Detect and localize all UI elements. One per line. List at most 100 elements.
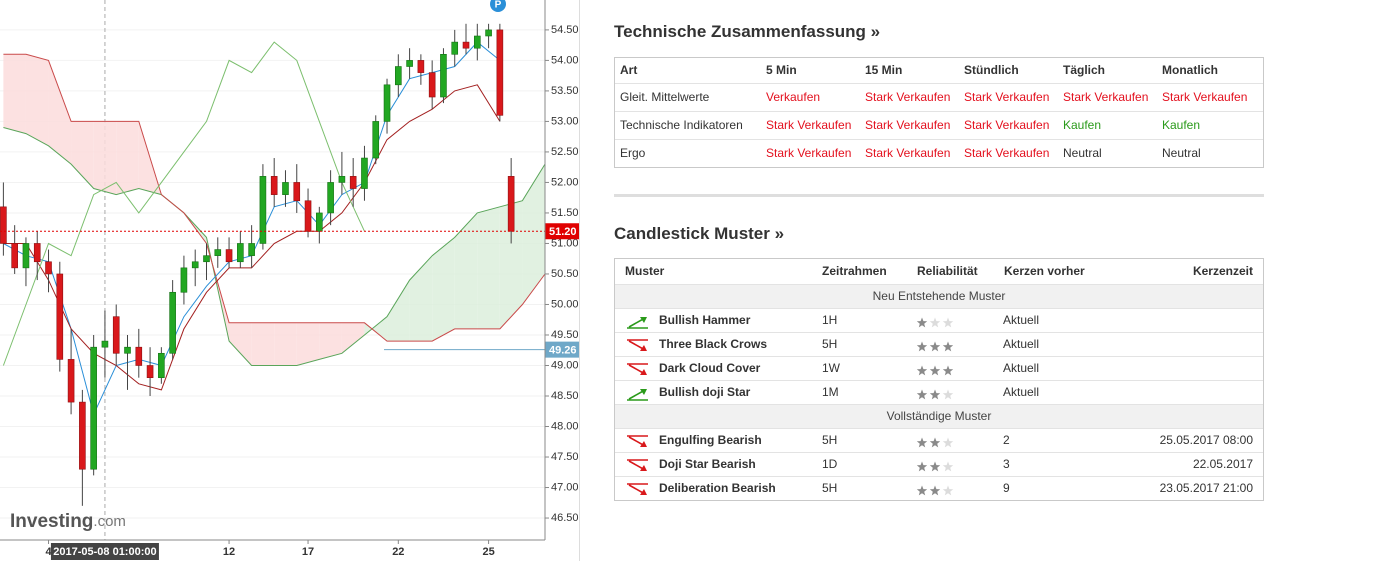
price-label: 49.26 <box>549 345 577 357</box>
signal: Stark Verkaufen <box>964 90 1050 104</box>
y-tick-label: 51.00 <box>551 237 579 249</box>
row-label: Technische Indikatoren <box>620 118 743 132</box>
summary-table: Art 5 Min 15 Min Stündlich Täglich Monatlich G… <box>614 57 1264 168</box>
candle-body <box>169 291 176 354</box>
x-tick-label: 17 <box>302 546 314 558</box>
price-label: 51.20 <box>549 226 577 238</box>
span-b-line <box>3 53 546 342</box>
crosshair-label-box <box>50 543 159 560</box>
down-arrow <box>627 339 648 351</box>
candle-body <box>56 273 64 360</box>
pattern-time: 25.05.2017 08:00 <box>1159 433 1253 447</box>
up-arrow <box>627 317 648 329</box>
price-chart: 46.50 47.00 47.50 48.00 48.50 49.00 49.50 50.00… <box>0 0 580 561</box>
candle-body <box>451 41 459 55</box>
candle-body <box>158 352 165 378</box>
cloud-segment <box>229 322 252 366</box>
candle-body <box>293 182 301 202</box>
pattern-row: Doji Star Bearish 1D 3 22.05.2017 <box>615 452 1263 476</box>
patterns-title[interactable]: Candlestick Muster » <box>614 224 785 243</box>
cloud-segment <box>93 121 117 195</box>
down-arrow <box>627 459 648 471</box>
cloud-segment <box>71 121 94 189</box>
candle-body <box>349 176 357 189</box>
row-label: Gleit. Mittelwerte <box>620 90 710 104</box>
signal: Verkaufen <box>766 90 821 104</box>
candle-body <box>259 176 267 244</box>
y-tick-label: 54.00 <box>551 54 579 66</box>
signal: Stark Verkaufen <box>766 146 852 160</box>
candle-body <box>11 243 18 269</box>
candle-body <box>112 316 120 354</box>
cloud-segment <box>499 200 523 329</box>
x-tick-label: 4 <box>45 546 52 558</box>
pattern-row: Engulfing Bearish 5H 2 25.05.2017 08:00 <box>615 428 1263 452</box>
trend-icon <box>626 386 650 401</box>
header-cell: Kerzen vorher <box>1004 264 1085 278</box>
timeframe: 1M <box>822 385 839 399</box>
candle-body <box>124 346 131 354</box>
candle-body <box>67 359 75 403</box>
header-cell: Monatlich <box>1162 63 1218 77</box>
header-row: Muster Zeitrahmen Reliabilität Kerzen vorhe… <box>615 259 1263 284</box>
reliability <box>916 434 956 448</box>
header-cell: Art <box>620 63 638 77</box>
summary-title[interactable]: Technische Zusammenfassung » <box>614 22 881 41</box>
header-cell: Zeitrahmen <box>822 264 887 278</box>
pattern-name: Engulfing Bearish <box>659 433 762 447</box>
header-cell: 15 Min <box>865 63 903 77</box>
candle-body <box>428 72 436 98</box>
candle-body <box>282 182 289 195</box>
indicator-line <box>3 84 501 391</box>
summary-row: Gleit. Mittelwerte Verkaufen Stark Verkauf… <box>615 83 1263 111</box>
y-tick-label: 49.50 <box>551 329 579 341</box>
down-arrow <box>627 363 648 375</box>
signal: Stark Verkaufen <box>865 90 951 104</box>
candles-ago: Aktuell <box>1003 313 1040 327</box>
candle-body <box>383 84 391 122</box>
candles-ago: 3 <box>1003 457 1010 471</box>
candle-body <box>191 261 199 269</box>
cloud-segment <box>387 280 410 342</box>
span-a-line <box>3 127 546 366</box>
timeframe: 5H <box>822 481 838 495</box>
reliability <box>916 338 956 352</box>
candle-body <box>473 35 481 49</box>
candles-ago: Aktuell <box>1003 385 1040 399</box>
trend-icon <box>626 338 650 352</box>
signal: Kaufen <box>1063 118 1102 132</box>
x-tick-label: 22 <box>392 546 404 558</box>
down-arrow <box>627 483 648 495</box>
header-cell: Reliabilität <box>917 264 978 278</box>
candle-body <box>146 365 154 378</box>
candle-body <box>101 340 109 348</box>
candle-body <box>338 176 346 183</box>
logo-suffix: .com <box>93 513 126 530</box>
reliability <box>916 458 956 472</box>
signal: Neutral <box>1063 146 1102 160</box>
signal: Stark Verkaufen <box>865 146 951 160</box>
candle-body <box>90 346 97 470</box>
y-tick-label: 50.50 <box>551 268 579 280</box>
signal: Stark Verkaufen <box>964 146 1050 160</box>
pattern-name: Dark Cloud Cover <box>659 361 761 375</box>
stars <box>916 485 954 496</box>
candle-body <box>462 41 470 49</box>
price-label-box <box>545 223 580 240</box>
stars <box>916 437 954 448</box>
y-tick-label: 47.00 <box>551 481 579 493</box>
candle-body <box>372 121 380 159</box>
pattern-row: Deliberation Bearish 5H 9 23.05.2017 21:00 <box>615 476 1263 500</box>
pattern-time: 23.05.2017 21:00 <box>1159 481 1253 495</box>
cloud-segment <box>251 322 275 366</box>
pattern-row: Bullish doji Star 1M Aktuell <box>615 380 1263 404</box>
candle-body <box>440 54 447 98</box>
logo: Investing.com <box>10 511 126 532</box>
indicator-line <box>2 41 365 366</box>
reliability <box>916 386 956 400</box>
candle-body <box>304 200 312 232</box>
cloud-segment <box>3 54 26 134</box>
y-tick-label: 48.50 <box>551 390 579 402</box>
group-row: Neu Entstehende Muster <box>615 284 1263 308</box>
